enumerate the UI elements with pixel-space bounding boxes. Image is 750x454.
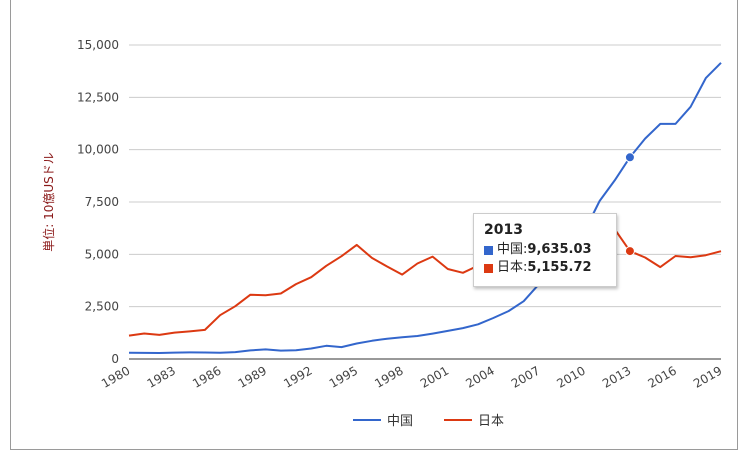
- tooltip-value-japan: 5,155.72: [527, 260, 592, 275]
- china-swatch: [484, 245, 493, 255]
- tooltip-value-china: 9,635.03: [527, 242, 592, 257]
- x-tick-label: 1989: [236, 363, 269, 390]
- x-tick-label: 1986: [190, 363, 223, 390]
- y-tick-label: 5,000: [85, 247, 119, 261]
- x-tick-label: 2016: [646, 363, 679, 390]
- y-tick-label: 7,500: [85, 195, 119, 209]
- x-tick-label: 2013: [600, 363, 633, 390]
- x-tick-label: 1983: [145, 363, 178, 390]
- y-tick-label: 0: [111, 352, 119, 366]
- x-tick-label: 2019: [691, 363, 724, 390]
- legend-china-label: 中国: [387, 414, 413, 429]
- tooltip-row-japan: 日本: 5,155.72: [484, 259, 606, 277]
- x-tick-label: 1998: [372, 363, 405, 390]
- x-tick-label: 1995: [327, 363, 360, 390]
- x-tick-label: 2010: [554, 363, 587, 390]
- y-axis-label: 単位: 10億USドル: [41, 152, 56, 252]
- china-highlight-point: [624, 152, 635, 163]
- tooltip-row-china: 中国: 9,635.03: [484, 241, 606, 259]
- y-tick-label: 15,000: [77, 38, 119, 52]
- x-tick-label: 2004: [463, 363, 496, 390]
- y-tick-label: 10,000: [77, 143, 119, 157]
- chart-canvas: 0 2,500 5,000 7,500 10,000 12,500 15,000 単位: 10…: [41, 38, 725, 429]
- tooltip-label-japan: 日本: [497, 260, 524, 275]
- tooltip: 2013 中国: 9,635.03 日本: 5,155.72: [473, 213, 617, 287]
- chart-frame: 0 2,500 5,000 7,500 10,000 12,500 15,000 単位: 10…: [10, 0, 738, 450]
- x-tick-label: 1980: [99, 363, 132, 390]
- tooltip-title: 2013: [484, 222, 523, 238]
- japan-series-line: [128, 228, 722, 337]
- japan-highlight-point: [624, 246, 635, 257]
- china-series-line: [128, 62, 722, 354]
- y-tick-label: 12,500: [77, 90, 119, 104]
- x-tick-label: 2001: [418, 363, 451, 390]
- legend-japan-label: 日本: [478, 414, 504, 429]
- x-tick-label: 2007: [509, 363, 542, 390]
- y-tick-label: 2,500: [85, 300, 119, 314]
- x-tick-label: 1992: [281, 363, 314, 390]
- tooltip-label-china: 中国: [497, 242, 524, 257]
- japan-swatch: [484, 263, 493, 273]
